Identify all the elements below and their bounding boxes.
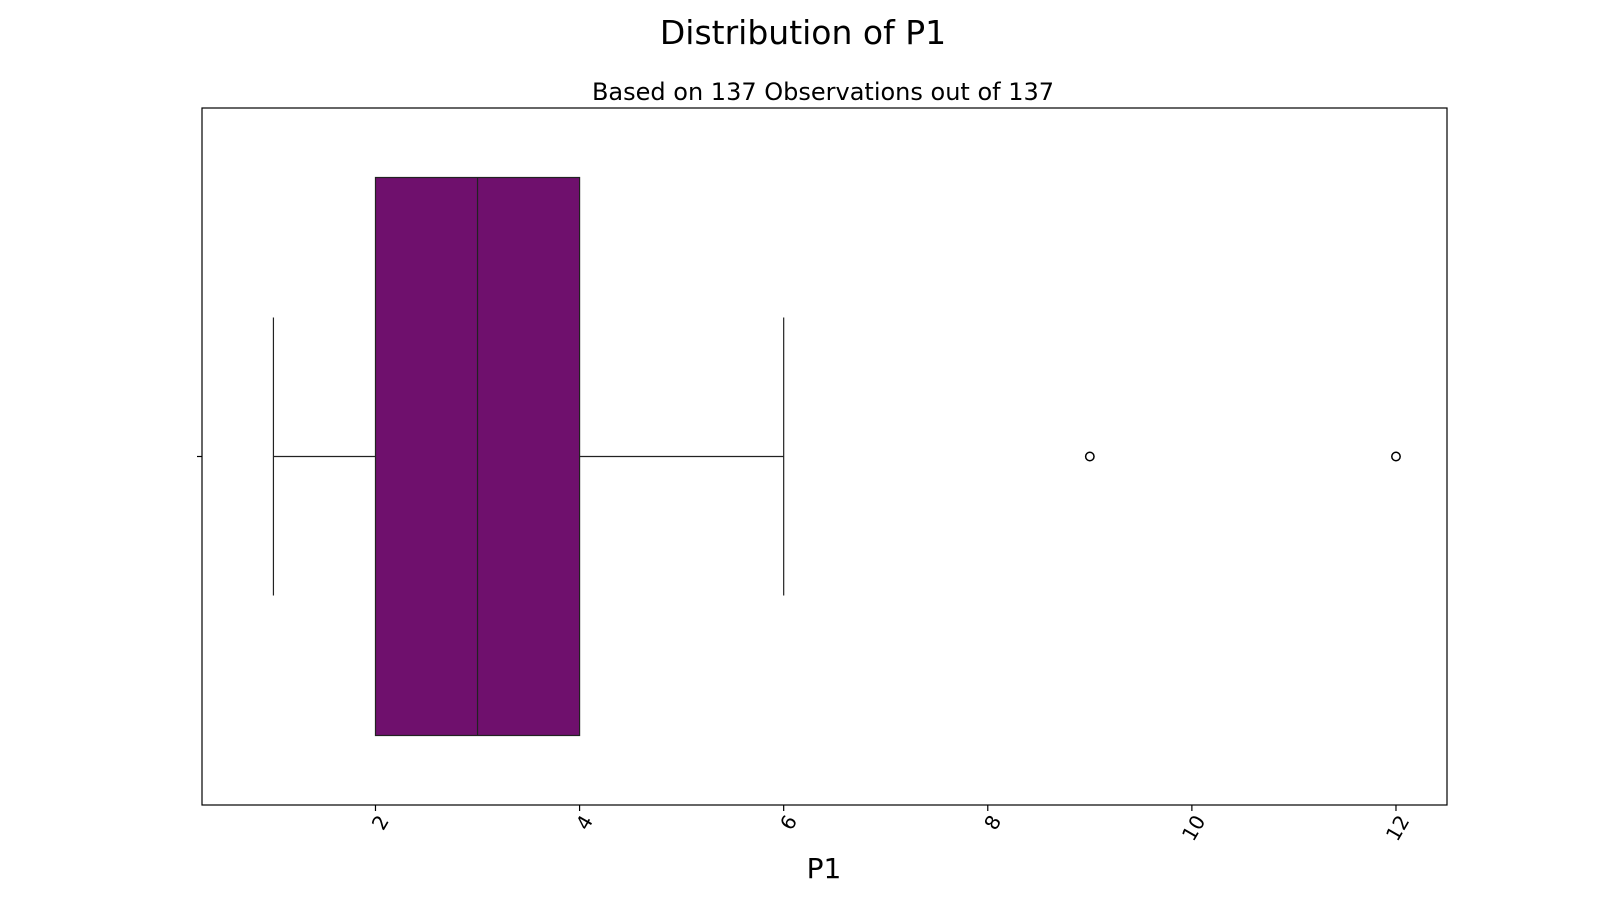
x-tick-label: 10: [1177, 811, 1211, 845]
x-axis-label: P1: [807, 852, 842, 885]
chart-subtitle: Based on 137 Observations out of 137: [592, 78, 1054, 106]
x-tick-label: 8: [979, 811, 1006, 834]
outlier-point: [1084, 451, 1095, 462]
x-tick-label: 2: [367, 811, 394, 834]
x-axis-ticks: 2 4 6 8 10 12: [367, 805, 1415, 845]
outlier-point: [1391, 451, 1401, 462]
x-tick-label: 4: [571, 811, 598, 834]
chart-title: Distribution of P1: [660, 13, 946, 52]
x-tick-label: 6: [775, 811, 802, 834]
box-plot: [272, 176, 1401, 737]
x-tick-label: 12: [1381, 811, 1415, 845]
